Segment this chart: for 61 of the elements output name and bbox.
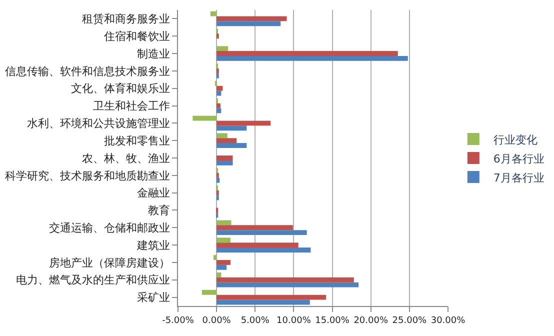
bar xyxy=(216,277,354,282)
legend-label: 6月各行业 xyxy=(493,152,544,166)
bar xyxy=(216,108,222,114)
y-tick-label: 房地产业（保障房建设） xyxy=(48,256,170,270)
bar xyxy=(216,90,222,96)
bar xyxy=(216,126,247,131)
bar xyxy=(216,51,398,56)
y-tick-label: 交通运输、仓储和邮政业 xyxy=(48,222,170,234)
bar xyxy=(216,282,359,288)
y-tick-label: 制造业 xyxy=(136,47,170,60)
y-tick-label: 信息传输、软件和信息技术服务业 xyxy=(4,64,170,78)
x-tick-label: 15.00% xyxy=(315,316,350,326)
x-tick-label: 0.00% xyxy=(202,316,232,326)
bar xyxy=(216,260,230,265)
legend-label: 7月各行业 xyxy=(493,171,544,184)
bar xyxy=(216,300,310,305)
bar xyxy=(216,178,220,183)
y-tick-label: 金融业 xyxy=(136,186,170,200)
x-tick-label: 10.00% xyxy=(276,316,312,326)
x-tick-label: 20.00% xyxy=(354,316,388,326)
bar xyxy=(216,138,237,144)
y-tick-label: 批发和零售业 xyxy=(104,134,170,148)
bar xyxy=(216,143,247,148)
bar xyxy=(216,46,228,52)
x-tick-label: 5.00% xyxy=(240,316,270,326)
bar xyxy=(216,242,298,248)
y-tick-label: 电力、燃气及水的生产和供应业 xyxy=(16,274,170,287)
bar xyxy=(216,294,326,300)
x-tick-label: -5.00% xyxy=(162,316,194,326)
bar xyxy=(216,86,223,91)
y-tick-label: 水利、环境和公共设施管理业 xyxy=(26,117,170,130)
y-tick-label: 教育 xyxy=(148,204,170,218)
bar xyxy=(216,225,293,230)
bar xyxy=(213,255,217,260)
x-tick-label: 25.00% xyxy=(392,316,428,326)
bar xyxy=(216,160,233,166)
bar xyxy=(216,238,230,243)
bar xyxy=(216,103,220,108)
y-tick-label: 科学研究、技术服务和地质勘查业 xyxy=(4,169,170,182)
bar xyxy=(216,264,227,270)
y-tick-label: 文化、体育和娱乐业 xyxy=(70,82,170,96)
bar xyxy=(216,156,233,160)
bar xyxy=(216,230,307,236)
bar xyxy=(216,220,232,226)
bar xyxy=(202,290,217,295)
y-tick-label: 农、林、牧、渔业 xyxy=(82,152,170,165)
bar xyxy=(216,56,408,61)
bar xyxy=(216,120,271,126)
bar xyxy=(216,16,287,22)
y-tick-label: 卫生和社会工作 xyxy=(92,100,170,113)
x-tick-label: 30.00% xyxy=(430,316,466,326)
y-tick-label: 采矿业 xyxy=(136,291,170,304)
bar xyxy=(192,116,217,121)
y-tick-label: 住宿和餐饮业 xyxy=(104,30,170,43)
bar xyxy=(216,272,222,278)
bar xyxy=(216,21,281,26)
bar xyxy=(216,248,311,252)
y-tick-label: 租赁和商务服务业 xyxy=(82,12,170,26)
bar xyxy=(216,133,228,138)
legend-label: 行业变化 xyxy=(493,133,538,146)
y-tick-label: 建筑业 xyxy=(136,238,170,252)
